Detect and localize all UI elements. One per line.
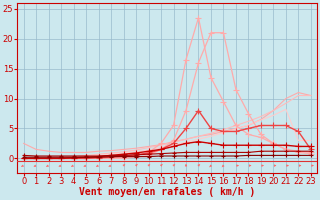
X-axis label: Vent moyen/en rafales ( km/h ): Vent moyen/en rafales ( km/h ) [79,187,255,197]
